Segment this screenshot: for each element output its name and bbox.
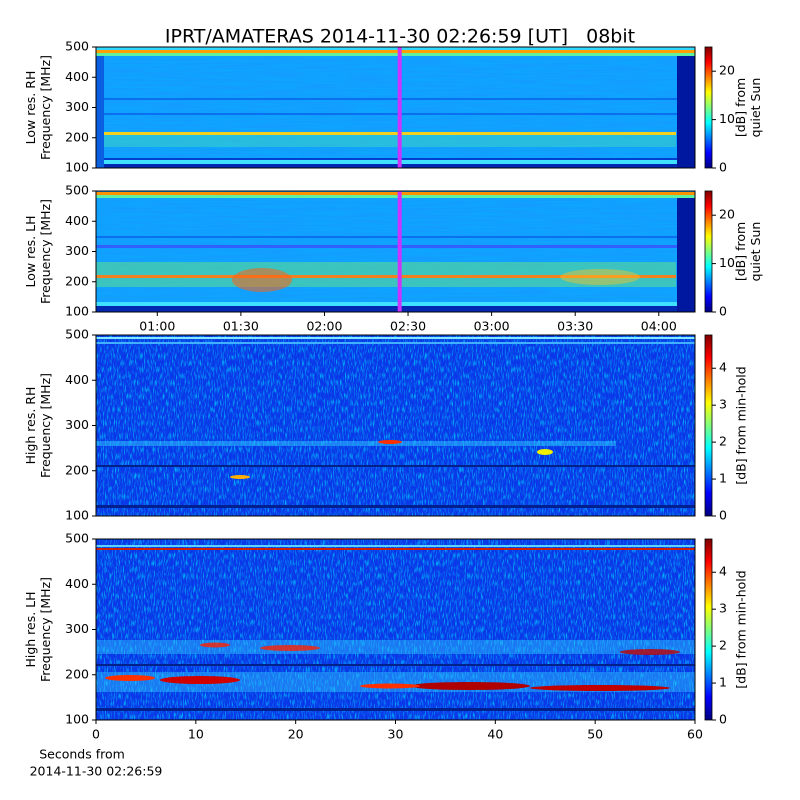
- colorbar-label: [dB] from: [733, 222, 748, 281]
- colorbar: [704, 190, 713, 313]
- y-axis-label: High res. RH: [23, 387, 38, 465]
- colorbar-tick-label: 10: [719, 255, 735, 270]
- y-tick-label: 200: [65, 666, 89, 681]
- y-tick-label: 300: [65, 99, 89, 114]
- y-tick-label: 300: [65, 417, 89, 432]
- y-tick-label: 400: [65, 576, 89, 591]
- x-tick-label: 01:00: [139, 319, 175, 334]
- y-axis-label: Low res. LH: [23, 216, 38, 288]
- y-tick-label: 500: [65, 531, 89, 546]
- x-tick-label: 20: [288, 727, 304, 742]
- colorbar-tick-label: 0: [719, 160, 727, 175]
- x-tick-label: 30: [388, 727, 404, 742]
- spectrogram-image: [96, 191, 695, 312]
- colorbar-tick-label: 1: [719, 471, 727, 486]
- y-tick-label: 200: [65, 129, 89, 144]
- x-axis-label: Seconds from: [39, 747, 125, 762]
- x-tick-label: 0: [92, 727, 100, 742]
- y-tick-label: 100: [65, 160, 89, 175]
- y-axis-label: Frequency [MHz]: [38, 373, 53, 478]
- x-tick-label: 02:00: [306, 319, 342, 334]
- colorbar-tick-label: 0: [719, 508, 727, 523]
- colorbar-tick-label: 20: [719, 63, 735, 78]
- y-tick-label: 500: [65, 183, 89, 198]
- y-axis-label: Frequency [MHz]: [38, 55, 53, 160]
- colorbar: [704, 334, 713, 517]
- colorbar-tick-label: 20: [719, 207, 735, 222]
- y-axis-label: High res. LH: [23, 591, 38, 667]
- y-tick-label: 500: [65, 39, 89, 54]
- spectrogram-image: [96, 47, 695, 168]
- y-tick-label: 400: [65, 69, 89, 84]
- colorbar-label: quiet Sun: [748, 78, 763, 138]
- x-tick-label: 03:30: [557, 319, 593, 334]
- y-tick-label: 100: [65, 304, 89, 319]
- colorbar-tick-label: 3: [719, 601, 727, 616]
- x-tick-label: 40: [487, 727, 503, 742]
- x-tick-label: 01:30: [223, 319, 259, 334]
- colorbar-tick-label: 0: [719, 304, 727, 319]
- colorbar-tick-label: 2: [719, 638, 727, 653]
- colorbar: [704, 538, 713, 721]
- y-tick-label: 300: [65, 243, 89, 258]
- x-tick-label: 60: [687, 727, 703, 742]
- figure-title: IPRT/AMATERAS 2014-11-30 02:26:59 [UT] 0…: [165, 26, 635, 48]
- y-tick-label: 500: [65, 327, 89, 342]
- time-cursor: [397, 47, 402, 168]
- colorbar-tick-label: 4: [719, 564, 727, 579]
- y-tick-label: 300: [65, 621, 89, 636]
- colorbar-tick-label: 10: [719, 111, 735, 126]
- time-cursor: [397, 191, 402, 312]
- colorbar: [704, 46, 713, 169]
- y-tick-label: 400: [65, 372, 89, 387]
- colorbar-tick-label: 4: [719, 360, 727, 375]
- x-tick-label: 10: [188, 727, 204, 742]
- colorbar-label: [dB] from: [733, 78, 748, 137]
- colorbar-label: quiet Sun: [748, 222, 763, 282]
- x-tick-label: 04:00: [641, 319, 677, 334]
- x-tick-label: 02:30: [390, 319, 426, 334]
- y-tick-label: 100: [65, 508, 89, 523]
- colorbar-tick-label: 3: [719, 397, 727, 412]
- x-tick-label: 03:00: [474, 319, 510, 334]
- y-axis-label: Frequency [MHz]: [38, 577, 53, 682]
- colorbar-label: [dB] from min-hold: [734, 366, 749, 484]
- x-tick-label: 50: [587, 727, 603, 742]
- spectrogram-image: [96, 539, 695, 720]
- colorbar-label: [dB] from min-hold: [734, 570, 749, 688]
- y-tick-label: 200: [65, 273, 89, 288]
- y-tick-label: 100: [65, 712, 89, 727]
- colorbar-tick-label: 0: [719, 712, 727, 727]
- colorbar-tick-label: 1: [719, 675, 727, 690]
- colorbar-tick-label: 2: [719, 434, 727, 449]
- y-axis-label: Frequency [MHz]: [38, 199, 53, 304]
- y-tick-label: 400: [65, 213, 89, 228]
- y-tick-label: 200: [65, 462, 89, 477]
- x-axis-label: 2014-11-30 02:26:59: [30, 764, 163, 779]
- spectrogram-image: [96, 335, 695, 516]
- y-axis-label: Low res. RH: [23, 71, 38, 145]
